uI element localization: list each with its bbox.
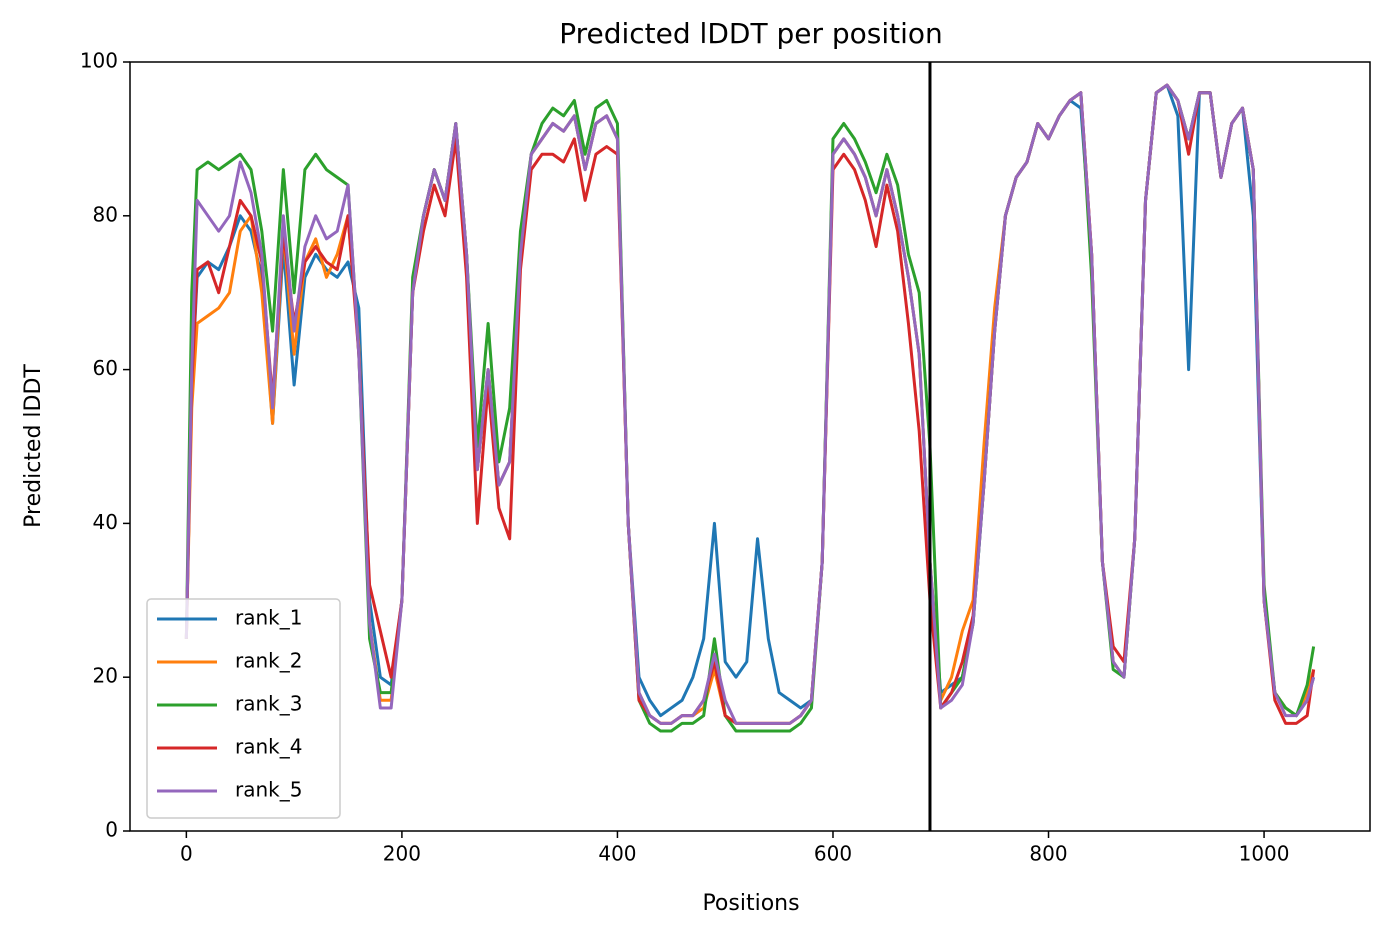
x-tick-label: 400 (598, 842, 636, 866)
y-axis-label: Predicted lDDT (21, 364, 46, 528)
legend-label: rank_2 (235, 649, 302, 673)
y-tick-label: 100 (80, 49, 118, 73)
legend: rank_1 rank_2 rank_3 rank_4 rank_5 (146, 598, 341, 819)
legend-box (146, 598, 341, 819)
y-tick-label: 40 (93, 510, 118, 534)
legend-label: rank_5 (235, 778, 302, 802)
x-tick-label: 200 (383, 842, 421, 866)
y-tick-label: 20 (93, 664, 118, 688)
plot-frame (129, 61, 1371, 832)
x-tick-label: 1000 (1239, 842, 1290, 866)
x-tick-label: 0 (180, 842, 193, 866)
legend-label: rank_1 (235, 606, 302, 630)
legend-label: rank_4 (235, 735, 302, 759)
y-tick-label: 80 (93, 202, 118, 226)
x-tick-label: 600 (814, 842, 852, 866)
y-tick-label: 0 (105, 818, 118, 842)
chart-title: Predicted lDDT per position (559, 17, 943, 50)
y-tick-label: 60 (93, 356, 118, 380)
x-tick-label: 800 (1029, 842, 1067, 866)
line-series (184, 83, 1316, 725)
legend-label: rank_3 (235, 692, 302, 716)
x-axis-label: Positions (702, 891, 799, 916)
plot-area (184, 62, 1316, 831)
